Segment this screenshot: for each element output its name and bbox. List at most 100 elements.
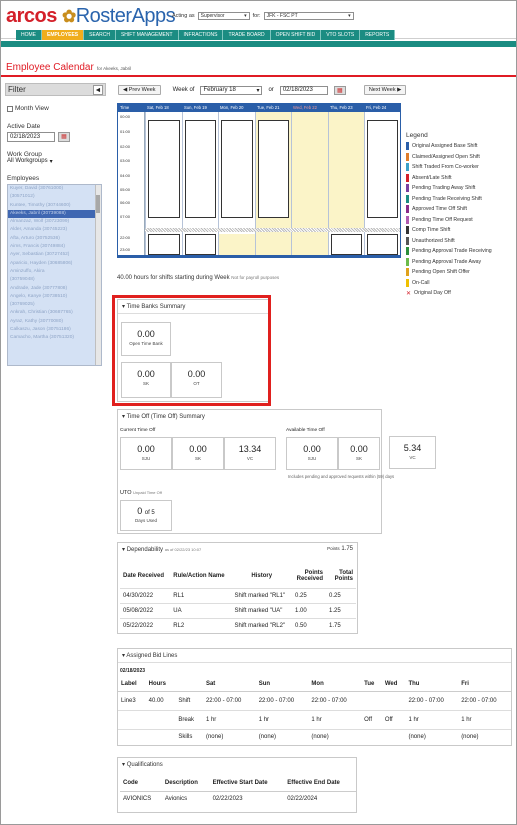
header: arcos ✿RosterApps Acting as Supervisor ▾ … [1, 1, 516, 40]
shift-block[interactable] [331, 234, 362, 255]
checkbox-icon[interactable] [7, 105, 13, 112]
nav-employees[interactable]: EMPLOYEES [42, 30, 85, 40]
employee-item[interactable]: Andrade, Jade (30777808) [10, 285, 68, 291]
x-icon: ✕ [406, 290, 412, 297]
employee-item[interactable]: Ankrah, Christian (30687765) [10, 310, 73, 316]
week-date-input[interactable]: 02/18/2023 [279, 85, 328, 95]
highlight-box [112, 295, 271, 406]
shift-block[interactable] [148, 234, 180, 255]
role-select[interactable]: Supervisor ▾ [197, 12, 250, 20]
day-column[interactable] [182, 112, 218, 255]
employee-item[interactable]: Kuntee, Timothy (30744600) [10, 202, 71, 208]
scrollbar-thumb[interactable] [96, 195, 100, 213]
employee-item[interactable]: Kuyer, David (30761000) [10, 186, 64, 191]
page-title: Employee Calendar for Akeeks, Jabril [6, 62, 132, 73]
day-column[interactable] [364, 112, 400, 255]
day-header[interactable]: Sun, Feb 19 [184, 105, 207, 110]
available-vc-box: 5.34 VC [389, 436, 436, 469]
employee-item[interactable]: Afta, Arturo (30752536) [10, 235, 60, 241]
panel-title[interactable]: ▾ Assigned Bid Lines [118, 649, 511, 663]
employee-item[interactable]: Angelo, Kanye (30738510) [10, 293, 68, 299]
nav-vto-slots[interactable]: VTO SLOTS [321, 30, 361, 40]
dependability-table: Date Received Rule/Action Name History Poin… [120, 564, 356, 633]
calendar-icon[interactable]: ▦ [58, 132, 70, 142]
shift-block[interactable] [367, 234, 398, 255]
nav-open-shift-bid[interactable]: OPEN SHIFT BID [270, 30, 322, 40]
dependability-panel: ▾ Dependability as of 02/22/23 10:07 Poi… [117, 542, 358, 634]
shift-block[interactable] [221, 120, 253, 218]
shift-block[interactable] [185, 234, 216, 255]
day-header[interactable]: Tue, Feb 21 [257, 105, 280, 110]
nav-reports[interactable]: REPORTS [360, 30, 396, 40]
shift-block[interactable] [367, 120, 398, 218]
nav-trade-board[interactable]: TRADE BOARD [223, 30, 271, 40]
employee-item[interactable]: Calkaszu, Jason (30751186) [10, 327, 71, 333]
panel-title[interactable]: ▾ Time Banks Summary [118, 300, 268, 314]
open-time-bank-box: 0.00 Open Time Bank [121, 322, 171, 356]
employee-item[interactable]: (30571012) [10, 194, 35, 200]
qualifications-table: Code Description Effective Start Date Effec… [120, 776, 356, 806]
legend-item: ✕ Original Day Off [406, 290, 451, 297]
prev-week-button[interactable]: ◀ Prev Week [118, 85, 161, 95]
acting-as: Acting as Supervisor ▾ for: JFK - FSC PT ▾ [172, 12, 354, 20]
legend-swatch [406, 215, 409, 224]
legend-swatch [406, 226, 409, 235]
employee-item[interactable]: Almanzaz, Wolf (30723099) [10, 219, 70, 225]
employee-item[interactable]: Aminzuffo, Akira [10, 268, 45, 274]
panel-title[interactable]: ▾ Dependability as of 02/22/23 10:07 Poi… [122, 546, 353, 553]
next-week-button[interactable]: Next Week ▶ [363, 85, 407, 95]
month-view-toggle[interactable]: Month View [7, 105, 49, 112]
day-header[interactable]: Sat, Feb 18 [147, 105, 169, 110]
collapse-left-icon[interactable]: ◄ [93, 84, 103, 95]
current-vc-box: 13.34 VC [224, 437, 276, 470]
employee-item[interactable]: Camacho, Martha (30751320) [10, 335, 74, 341]
day-column[interactable] [145, 112, 182, 255]
shift-block[interactable] [185, 120, 216, 218]
work-group-select[interactable]: All Workgroups ▾ [7, 158, 53, 165]
legend-swatch [406, 268, 409, 277]
day-column[interactable] [328, 112, 364, 255]
shift-block[interactable] [258, 120, 289, 218]
calendar-icon[interactable]: ▦ [333, 85, 346, 95]
employees-list[interactable]: Kuyer, David (30761000) (30571012) Kunte… [7, 184, 102, 366]
nav-home[interactable]: HOME [16, 30, 42, 40]
day-header[interactable]: Mon, Feb 20 [220, 105, 244, 110]
legend-item: Pending Open Shift Offer [406, 267, 516, 278]
nav-infractions[interactable]: INFRACTIONS [178, 30, 224, 40]
uto-label: UTO Unpaid Time Off [120, 490, 162, 496]
nav-search[interactable]: SEARCH [84, 30, 116, 40]
app-logo[interactable]: arcos ✿RosterApps [6, 5, 176, 27]
week-select[interactable]: February 18 ▾ [200, 85, 263, 95]
employee-item[interactable]: Aparicio, Hayden (30685806) [10, 260, 73, 266]
panel-title[interactable]: ▾ Qualifications [122, 762, 163, 768]
day-header[interactable]: Fri, Feb 24 [366, 105, 387, 110]
day-column[interactable] [218, 112, 255, 255]
day-header[interactable]: Thu, Feb 23 [330, 105, 353, 110]
title-divider [1, 75, 516, 77]
legend-swatch [406, 152, 409, 161]
legend-swatch [406, 163, 409, 172]
employee-item[interactable]: Alder, Amanda (30745223) [10, 227, 68, 233]
table-row: Skills (none) (none) (none) (none) (none) [178, 734, 479, 741]
employee-item[interactable]: Aims, Francis (30749884) [10, 244, 65, 250]
nav-shift-management[interactable]: SHIFT MANAGEMENT [115, 30, 179, 40]
employees-scrollbar[interactable] [95, 185, 101, 365]
employee-item-selected[interactable]: Akeeks, Jabril (30739088) [8, 209, 101, 219]
day-header-today[interactable]: Wed, Feb 22 [293, 105, 317, 110]
employee-item[interactable]: (30759048) [10, 277, 35, 283]
day-divider [145, 228, 400, 232]
legend-swatch [406, 247, 409, 256]
available-sk-box: 0.00 SK [338, 437, 380, 470]
location-select[interactable]: JFK - FSC PT ▾ [263, 12, 354, 20]
employee-item[interactable]: Ayer, Sebastian (30727452) [10, 252, 70, 258]
employee-item[interactable]: Ayraz, Kathy (30770080) [10, 318, 63, 324]
active-date-input[interactable]: 02/18/2023 [7, 132, 55, 142]
panel-title[interactable]: ▾ Time Off (Time Off) Summary [122, 414, 205, 420]
day-column[interactable] [255, 112, 291, 255]
shift-block[interactable] [148, 120, 180, 218]
day-column-today[interactable] [291, 112, 328, 255]
time-off-panel: ▾ Time Off (Time Off) Summary Current Ti… [117, 409, 394, 534]
legend-swatch [406, 257, 409, 266]
employee-item[interactable]: (30769025) [10, 302, 35, 308]
bid-lines-table: Label Hours Sat Sun Mon Tue Wed Thu Fri Line3 40.… [118, 677, 511, 745]
